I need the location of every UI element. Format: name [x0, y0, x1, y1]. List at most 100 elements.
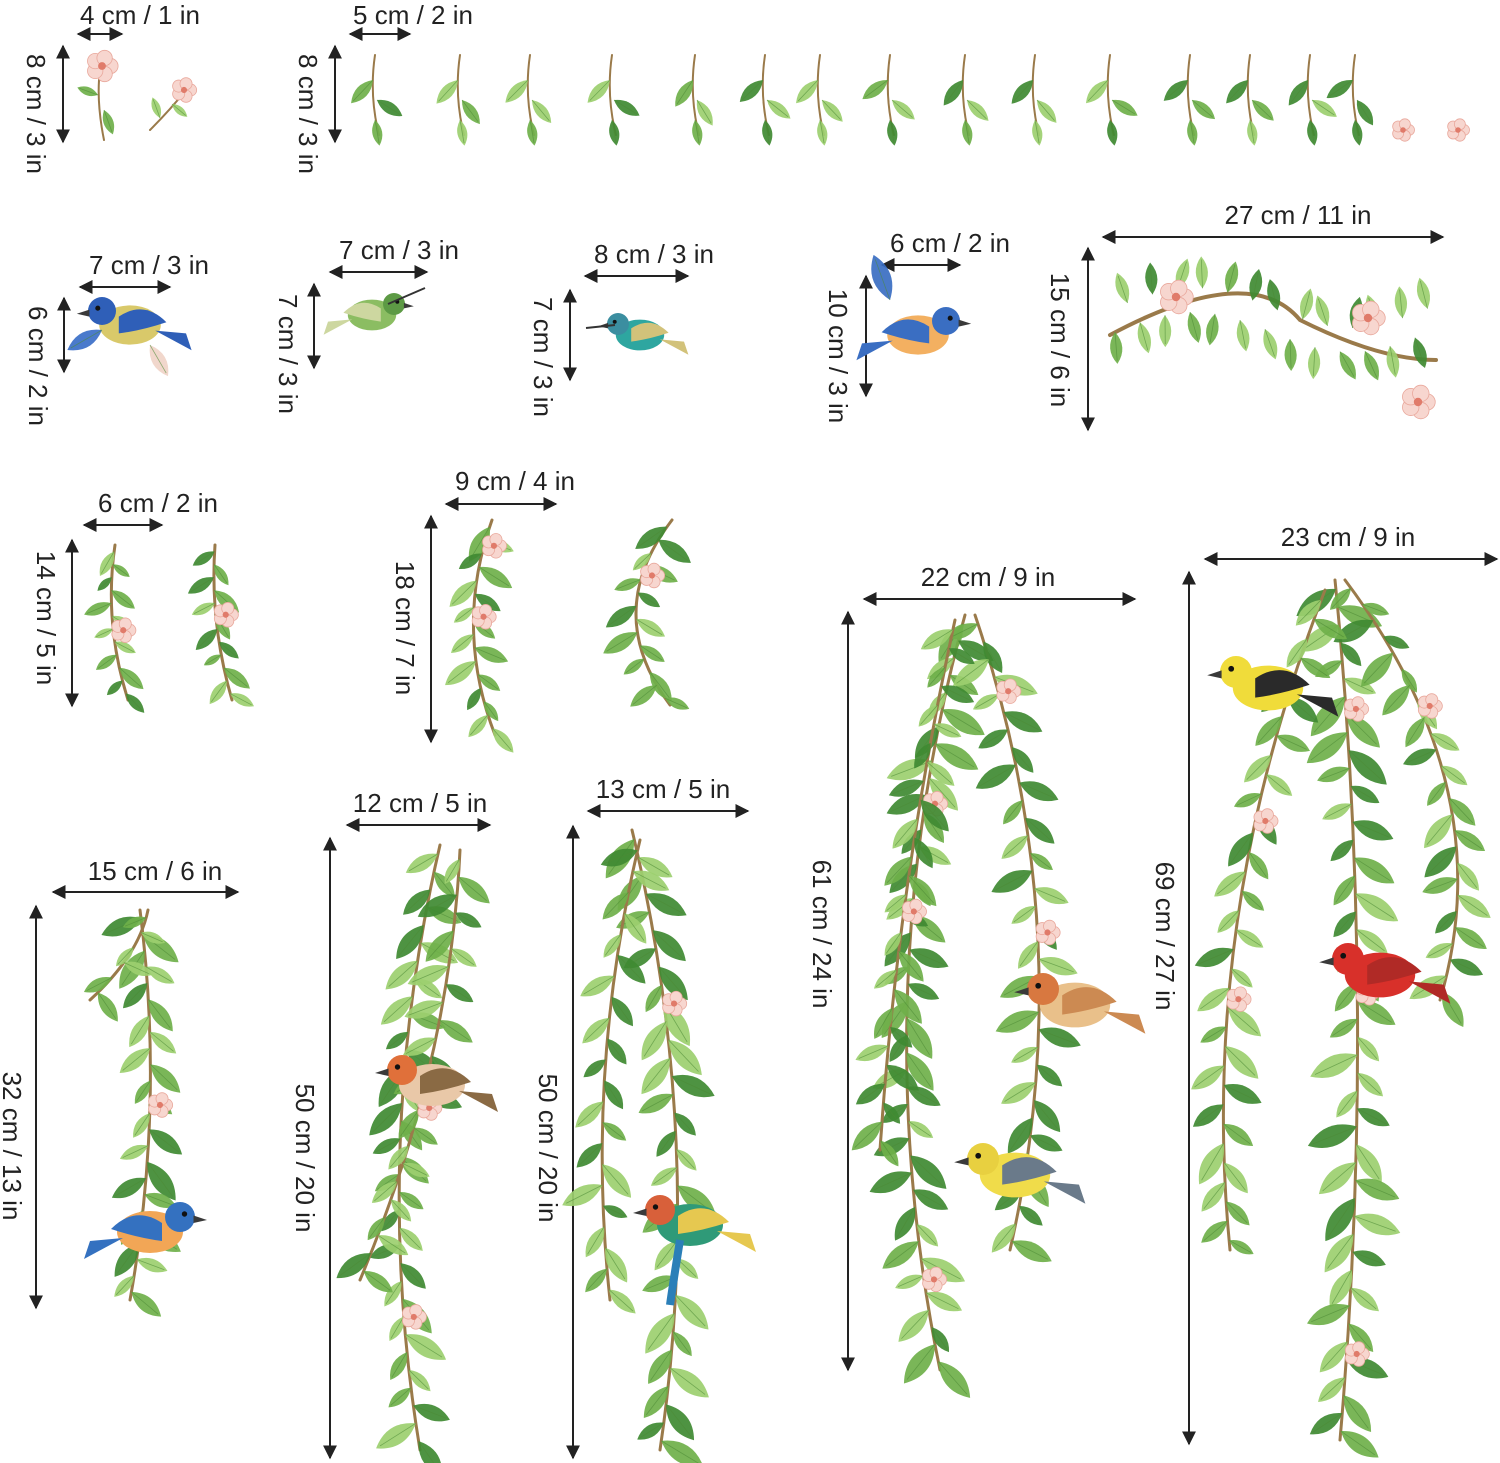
- teal-hummingbird-bird: [598, 313, 689, 355]
- leaf-vein: [671, 1075, 711, 1095]
- bird-head: [1220, 656, 1252, 688]
- leaf-vein: [658, 966, 686, 998]
- leaf-vein: [741, 79, 764, 101]
- leaf-vein: [935, 743, 975, 768]
- leaf-vein: [1352, 821, 1390, 838]
- leaf-vein: [1223, 1123, 1251, 1145]
- leaf-vein: [1203, 1181, 1226, 1209]
- bird-tail: [84, 1238, 123, 1259]
- leaf-vein: [402, 1163, 428, 1176]
- leaf-vein: [885, 1240, 920, 1267]
- leaf-vein: [1399, 289, 1403, 319]
- leaf-vein: [674, 1112, 695, 1134]
- leaf-vein: [374, 119, 380, 144]
- leaf-vein: [408, 1369, 429, 1390]
- leaf-vein: [1228, 79, 1249, 102]
- leaf-vein: [1331, 1269, 1353, 1304]
- bird-eye: [1228, 665, 1235, 672]
- height-label-vine-goldfinch-cardinal: 69 cm / 27 in: [1150, 861, 1180, 1011]
- stem: [905, 613, 967, 1372]
- leaf-vein: [897, 1275, 924, 1288]
- leaf-vein: [115, 1177, 147, 1197]
- leaf-vein: [1202, 1026, 1227, 1042]
- leaf-vein: [948, 648, 973, 663]
- leaf-vein: [1357, 1036, 1378, 1060]
- flower-center: [930, 1276, 938, 1283]
- leaf-vein: [114, 641, 134, 653]
- leaf-vein: [607, 1038, 625, 1063]
- leaf-vein: [140, 932, 163, 943]
- leaf-vein: [450, 948, 475, 966]
- leaf-vein: [1004, 1082, 1036, 1102]
- bird-tail: [717, 1231, 756, 1252]
- flower-center: [1352, 705, 1360, 713]
- leaf-vein: [653, 1167, 678, 1185]
- leaf-vein: [649, 671, 670, 699]
- leaf-vein: [1230, 832, 1254, 864]
- leaf-vein: [892, 780, 924, 795]
- leaf-vein: [152, 99, 161, 119]
- leaf-vein: [1030, 852, 1051, 869]
- leaf: [1340, 1431, 1379, 1458]
- width-label-teal-hummingbird: 8 cm / 3 in: [594, 239, 714, 269]
- leaf-vein: [1343, 1394, 1369, 1429]
- leaf-vein: [1448, 797, 1474, 824]
- leaf-vein: [886, 894, 907, 911]
- leaf-vein: [213, 564, 228, 584]
- leaf-vein: [445, 858, 460, 882]
- leaf-vein: [645, 1385, 669, 1416]
- tropical-bird-tail: [666, 1239, 684, 1306]
- bird-wing: [631, 322, 669, 342]
- leaf-vein: [1270, 282, 1278, 311]
- leaf-vein: [1251, 99, 1272, 119]
- leaf-vein: [1004, 799, 1023, 823]
- leaf-vein: [372, 1102, 403, 1133]
- leaf-vein: [79, 87, 99, 96]
- height-label-vine-bluebird: 32 cm / 13 in: [0, 1071, 27, 1221]
- leaf-vein: [585, 1059, 606, 1076]
- width-label-vine-goldfinch-cardinal: 23 cm / 9 in: [1280, 522, 1416, 552]
- leaf-vein: [1356, 929, 1385, 952]
- width-label-small-flower-sprigs: 4 cm / 1 in: [80, 0, 200, 30]
- width-label-leaf-strip: 5 cm / 2 in: [353, 0, 473, 30]
- leaf-vein: [941, 685, 972, 701]
- leaf-vein: [460, 553, 483, 568]
- leaf-vein: [1348, 1323, 1372, 1350]
- leaf-vein: [1087, 79, 1109, 102]
- leaf-vein: [1401, 668, 1416, 691]
- leaf-vein: [941, 709, 981, 733]
- leaf-vein: [1309, 119, 1315, 144]
- leaf-vein: [390, 1316, 405, 1339]
- leaf-vein: [604, 850, 638, 864]
- leaf-vein: [611, 119, 617, 144]
- leaf-vein: [638, 526, 668, 547]
- leaf-vein: [858, 1083, 886, 1103]
- bird-eye: [394, 1064, 401, 1070]
- flower-center: [490, 542, 497, 549]
- leaf-vein: [400, 1109, 420, 1137]
- height-label-medium-vines: 18 cm / 7 in: [390, 560, 420, 696]
- leaf-vein: [1013, 79, 1034, 102]
- leaf-vein: [964, 119, 970, 144]
- bluebird-flying-bird: [856, 307, 972, 361]
- bird-head: [1332, 943, 1364, 975]
- leaf-vein: [1248, 851, 1267, 877]
- flower-center: [156, 1101, 164, 1109]
- leaf-vein: [875, 969, 897, 988]
- leaf-vein: [906, 1052, 932, 1088]
- leaf-vein: [1312, 1126, 1357, 1145]
- leaf-vein: [644, 1057, 671, 1091]
- leaf-vein: [661, 1440, 700, 1463]
- leaf-vein: [1346, 714, 1377, 745]
- bird-eye: [181, 1211, 188, 1217]
- leaf-vein: [606, 631, 638, 652]
- flower-center: [1005, 688, 1012, 695]
- flower-center: [648, 572, 656, 579]
- leaf-vein: [376, 99, 401, 115]
- flower-center: [480, 613, 487, 620]
- leaf-vein: [909, 949, 945, 966]
- leaf-vein: [637, 592, 659, 606]
- leaf-vein: [1246, 754, 1272, 780]
- leaf-vein: [1454, 830, 1483, 850]
- leaf-vein: [377, 1234, 406, 1254]
